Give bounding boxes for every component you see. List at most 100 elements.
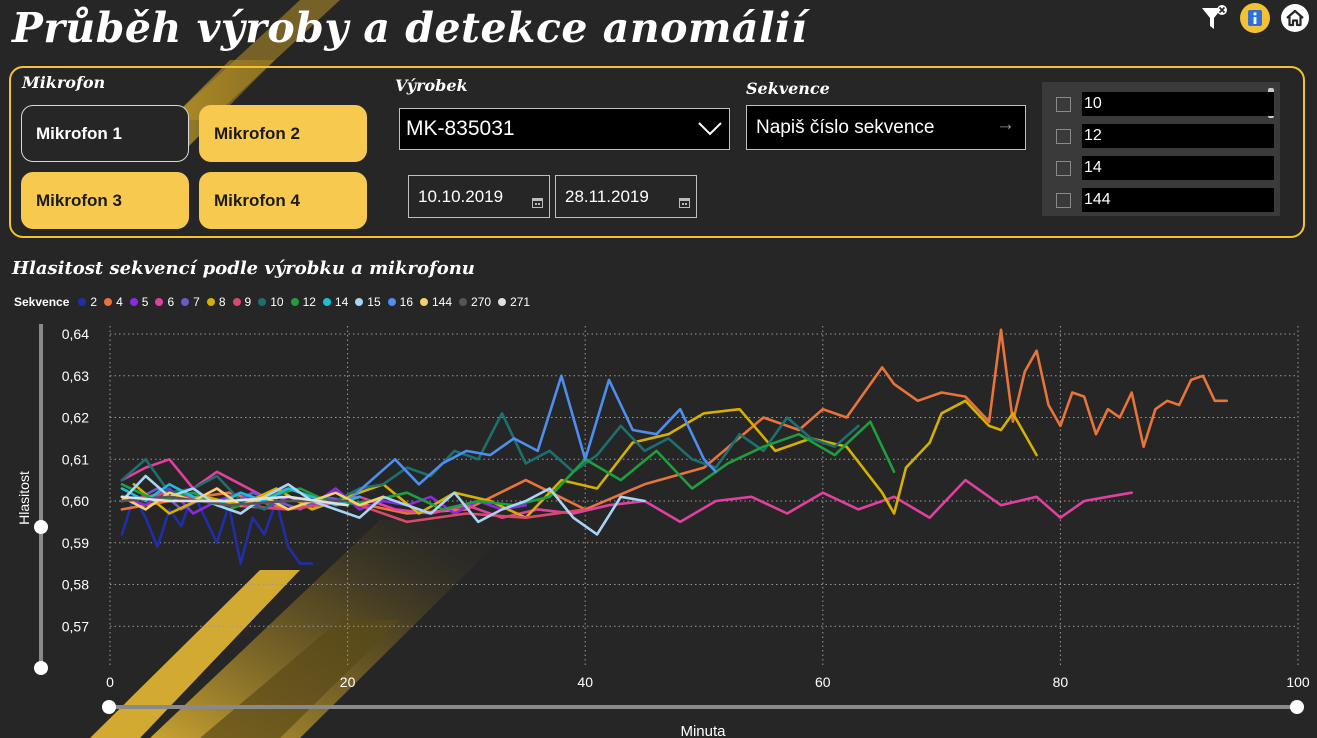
- legend-item-15[interactable]: 15: [355, 295, 381, 309]
- legend-label: 7: [193, 295, 200, 309]
- legend-marker: [355, 298, 364, 306]
- legend-label: 8: [218, 295, 226, 309]
- list-item-label: 14: [1082, 156, 1274, 180]
- legend-label: 271: [510, 295, 531, 309]
- list-item[interactable]: 14: [1056, 156, 1274, 180]
- list-item[interactable]: 12: [1056, 124, 1274, 148]
- x-range-slider-handle[interactable]: [102, 700, 116, 714]
- legend-marker: [181, 298, 190, 306]
- sequence-list: 10 12 14 144: [1042, 82, 1280, 216]
- x-axis-title: Minuta: [680, 723, 726, 738]
- legend-marker: [104, 298, 113, 306]
- legend-label: 12: [302, 295, 316, 309]
- legend-item-5[interactable]: 5: [129, 295, 149, 309]
- home-icon[interactable]: [1279, 2, 1311, 34]
- filter-panel: [9, 66, 1305, 238]
- list-item-label: 12: [1082, 124, 1274, 148]
- x-tick-label: 0: [106, 674, 114, 690]
- product-dropdown[interactable]: MK-835031: [399, 108, 730, 150]
- list-item[interactable]: 144: [1056, 188, 1274, 212]
- y-range-slider-handle[interactable]: [34, 661, 48, 675]
- legend-item-12[interactable]: 12: [290, 295, 316, 309]
- series-line-4: [120, 328, 1228, 515]
- y-tick-label: 0,64: [62, 326, 89, 342]
- arrow-right-icon[interactable]: →: [996, 114, 1015, 135]
- legend-item-6[interactable]: 6: [155, 295, 174, 309]
- series-line-270: [120, 495, 349, 507]
- chart-title: Hlasitost sekvencí podle výrobku a mikro…: [12, 258, 475, 279]
- legend-label: 5: [141, 295, 149, 309]
- calendar-icon[interactable]: [532, 193, 543, 213]
- legend-marker: [232, 298, 241, 306]
- x-tick-label: 80: [1053, 674, 1069, 690]
- info-icon[interactable]: [1239, 2, 1271, 34]
- legend-label: 4: [116, 295, 123, 309]
- checkbox[interactable]: [1056, 160, 1071, 176]
- microphone-label: Mikrofon: [22, 73, 106, 92]
- legend-marker: [290, 298, 299, 306]
- legend-item-14[interactable]: 14: [322, 295, 348, 309]
- legend-marker: [129, 298, 138, 306]
- legend-label: 10: [270, 295, 284, 309]
- legend-item-271[interactable]: 271: [498, 295, 530, 309]
- chart-legend: Sekvence 2 4 5 6 7 8 9 10 12 14 15 16 144 270 271: [14, 295, 537, 309]
- y-axis-title: Hlasitost: [16, 471, 32, 525]
- microphone-2-button[interactable]: Mikrofon 2: [199, 105, 367, 162]
- list-item[interactable]: 10: [1056, 92, 1274, 116]
- product-value: MK-835031: [406, 117, 515, 140]
- microphone-1-button[interactable]: Mikrofon 1: [21, 105, 189, 162]
- legend-item-16[interactable]: 16: [387, 295, 413, 309]
- sequence-search-placeholder: Napiš číslo sekvence: [756, 116, 935, 138]
- series-line-2: [120, 491, 314, 565]
- legend-marker: [420, 298, 428, 306]
- checkbox[interactable]: [1056, 192, 1071, 208]
- y-range-slider-handle[interactable]: [34, 520, 48, 534]
- microphone-3-button[interactable]: Mikrofon 3: [21, 172, 189, 229]
- date-to-field[interactable]: 28.11.2019: [555, 175, 697, 218]
- date-from-field[interactable]: 10.10.2019: [408, 175, 550, 218]
- sequence-search-input[interactable]: Napiš číslo sekvence →: [746, 105, 1026, 150]
- legend-marker: [498, 298, 507, 306]
- legend-label: 9: [244, 295, 252, 309]
- legend-item-270[interactable]: 270: [459, 295, 491, 309]
- legend-label: 144: [432, 295, 453, 309]
- legend-label: 2: [90, 295, 98, 309]
- series-line-8: [132, 399, 1038, 520]
- microphone-4-button[interactable]: Mikrofon 4: [199, 172, 367, 229]
- legend-label: 15: [367, 295, 381, 309]
- clear-filter-icon[interactable]: [1199, 2, 1231, 34]
- legend-marker: [155, 298, 164, 306]
- checkbox[interactable]: [1056, 96, 1071, 112]
- legend-marker: [459, 298, 468, 306]
- legend-item-10[interactable]: 10: [258, 295, 284, 309]
- legend-item-2[interactable]: 2: [78, 295, 97, 309]
- legend-item-9[interactable]: 9: [232, 295, 252, 309]
- legend-label: 16: [399, 295, 413, 309]
- x-tick-label: 100: [1286, 674, 1310, 690]
- legend-item-4[interactable]: 4: [104, 295, 123, 309]
- y-tick-label: 0,57: [62, 618, 89, 634]
- product-label: Výrobek: [395, 76, 468, 95]
- legend-label: 6: [167, 295, 175, 309]
- legend-marker: [78, 298, 87, 306]
- chevron-down-icon: [697, 115, 723, 147]
- legend-title: Sekvence: [14, 295, 70, 309]
- legend-item-144[interactable]: 144: [420, 295, 452, 309]
- calendar-icon[interactable]: [679, 193, 690, 213]
- y-tick-label: 0,60: [62, 493, 89, 509]
- y-tick-label: 0,63: [62, 368, 89, 384]
- checkbox[interactable]: [1056, 128, 1071, 144]
- date-from-value: 10.10.2019: [418, 186, 504, 206]
- x-tick-label: 60: [815, 674, 831, 690]
- y-tick-label: 0,61: [62, 451, 89, 467]
- list-item-label: 144: [1082, 188, 1274, 212]
- y-tick-label: 0,58: [62, 577, 89, 593]
- x-range-slider-handle[interactable]: [1290, 700, 1304, 714]
- page-title: Průběh výroby a detekce anomálií: [12, 4, 808, 52]
- legend-item-7[interactable]: 7: [181, 295, 200, 309]
- series-line-6: [120, 457, 1133, 524]
- x-tick-label: 20: [340, 674, 356, 690]
- legend-item-8[interactable]: 8: [206, 295, 226, 309]
- x-tick-label: 40: [577, 674, 593, 690]
